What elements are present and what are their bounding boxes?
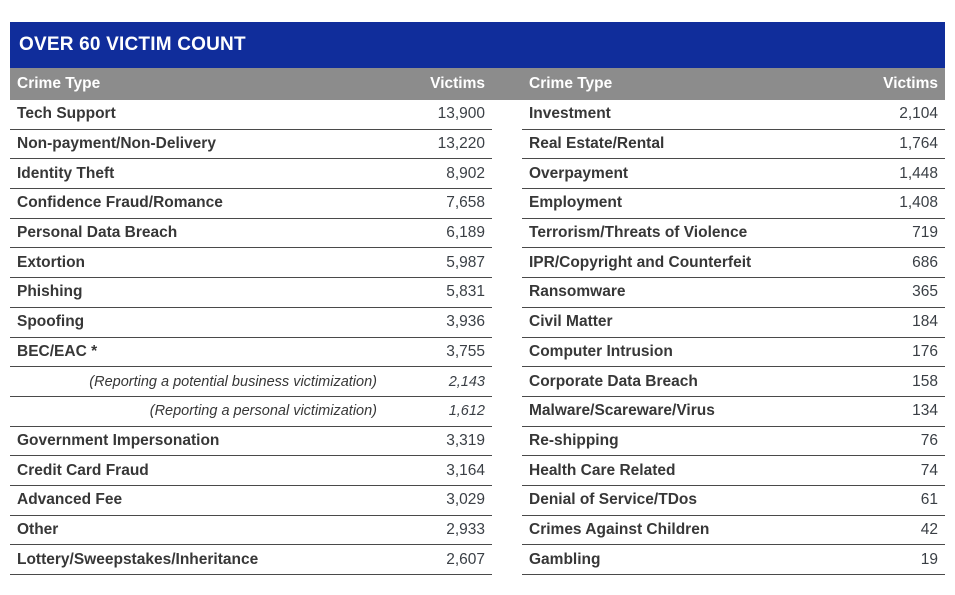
crime-type-cell-left: Identity Theft [10, 159, 387, 190]
crime-type-cell-right: Overpayment [522, 159, 832, 190]
crime-type-cell-right: Employment [522, 189, 832, 219]
crime-type-cell-right: Gambling [522, 545, 832, 575]
victims-cell-left: 6,189 [387, 219, 492, 249]
row-spacer [492, 486, 522, 516]
page-title: OVER 60 VICTIM COUNT [19, 34, 246, 55]
victims-cell-left: 2,607 [387, 545, 492, 575]
crime-type-cell-right: Real Estate/Rental [522, 130, 832, 160]
victims-cell-left: 1,612 [387, 397, 492, 427]
row-spacer [492, 456, 522, 486]
victims-cell-right: 1,764 [832, 130, 945, 160]
victims-cell-left: 2,143 [387, 367, 492, 397]
crime-type-cell-right: Investment [522, 100, 832, 130]
row-spacer [492, 397, 522, 427]
crime-type-cell-left: Government Impersonation [10, 427, 387, 457]
row-spacer [492, 278, 522, 308]
row-spacer [492, 427, 522, 457]
row-spacer [492, 248, 522, 278]
victims-cell-right: 1,448 [832, 159, 945, 190]
crime-type-cell-right: Computer Intrusion [522, 338, 832, 368]
crime-type-cell-right: Corporate Data Breach [522, 367, 832, 397]
victims-cell-left: 5,987 [387, 248, 492, 279]
crime-type-cell-left: Phishing [10, 278, 387, 308]
row-spacer [492, 159, 522, 189]
crime-type-cell-right: IPR/Copyright and Counterfeit [522, 248, 832, 279]
victims-cell-right: 365 [832, 278, 945, 308]
victims-cell-right: 2,104 [832, 100, 945, 130]
victims-cell-left: 13,220 [387, 130, 492, 160]
row-spacer [492, 308, 522, 338]
crime-type-cell-right: Malware/Scareware/Virus [522, 397, 832, 427]
column-header-crime-type-left: Crime Type [17, 75, 101, 92]
crime-type-cell-right: Health Care Related [522, 456, 832, 486]
column-header-crime-type-right: Crime Type [529, 75, 613, 92]
victims-cell-right: 19 [832, 545, 945, 575]
row-spacer [492, 338, 522, 368]
row-spacer [492, 367, 522, 397]
victims-cell-left: 2,933 [387, 516, 492, 546]
victims-cell-left: 3,755 [387, 338, 492, 368]
crime-type-cell-right: Ransomware [522, 278, 832, 308]
row-spacer [492, 189, 522, 219]
victims-cell-left: 5,831 [387, 278, 492, 308]
victims-cell-right: 61 [832, 486, 945, 516]
victims-cell-left: 7,658 [387, 189, 492, 219]
victims-cell-left: 8,902 [387, 159, 492, 190]
crime-type-cell-left: Credit Card Fraud [10, 456, 387, 486]
victims-cell-right: 42 [832, 516, 945, 546]
victims-cell-left: 13,900 [387, 100, 492, 130]
victims-cell-right: 158 [832, 367, 945, 397]
victims-cell-left: 3,029 [387, 486, 492, 516]
victims-cell-left: 3,319 [387, 427, 492, 457]
table-header-row: Crime Type Victims Crime Type Victims [10, 68, 945, 100]
victims-cell-right: 1,408 [832, 189, 945, 219]
row-spacer [492, 130, 522, 160]
victims-cell-right: 176 [832, 338, 945, 368]
crime-type-cell-left: (Reporting a personal victimization) [10, 397, 387, 427]
row-spacer [492, 545, 522, 575]
crime-type-cell-left: Personal Data Breach [10, 219, 387, 249]
table-title-bar: OVER 60 VICTIM COUNT [10, 22, 945, 68]
crime-type-cell-left: Non-payment/Non-Delivery [10, 130, 387, 160]
crime-type-cell-left: (Reporting a potential business victimiz… [10, 367, 387, 397]
crime-type-cell-left: Other [10, 516, 387, 546]
crime-type-cell-left: Lottery/Sweepstakes/Inheritance [10, 545, 387, 575]
table-body: Tech Support 13,900 Investment 2,104 Non… [10, 100, 945, 575]
victims-cell-right: 686 [832, 248, 945, 279]
crime-type-cell-left: BEC/EAC * [10, 338, 387, 368]
column-header-spacer [492, 68, 522, 100]
crime-type-cell-right: Re-shipping [522, 427, 832, 457]
victims-cell-right: 719 [832, 219, 945, 249]
crime-type-cell-right: Crimes Against Children [522, 516, 832, 546]
crime-type-cell-right: Terrorism/Threats of Violence [522, 219, 832, 249]
over-60-victim-count-table: OVER 60 VICTIM COUNT Crime Type Victims … [10, 22, 945, 575]
victims-cell-right: 184 [832, 308, 945, 338]
column-header-victims-right: Victims [883, 75, 938, 92]
victims-cell-right: 76 [832, 427, 945, 457]
crime-type-cell-left: Advanced Fee [10, 486, 387, 516]
crime-type-cell-left: Tech Support [10, 100, 387, 130]
victims-cell-left: 3,936 [387, 308, 492, 338]
crime-type-cell-right: Denial of Service/TDos [522, 486, 832, 516]
crime-type-cell-left: Spoofing [10, 308, 387, 338]
column-header-victims-left: Victims [430, 75, 485, 92]
crime-type-cell-left: Extortion [10, 248, 387, 279]
row-spacer [492, 100, 522, 130]
crime-type-cell-left: Confidence Fraud/Romance [10, 189, 387, 219]
victims-cell-left: 3,164 [387, 456, 492, 486]
row-spacer [492, 516, 522, 546]
crime-type-cell-right: Civil Matter [522, 308, 832, 338]
victims-cell-right: 134 [832, 397, 945, 427]
victims-cell-right: 74 [832, 456, 945, 486]
row-spacer [492, 219, 522, 249]
